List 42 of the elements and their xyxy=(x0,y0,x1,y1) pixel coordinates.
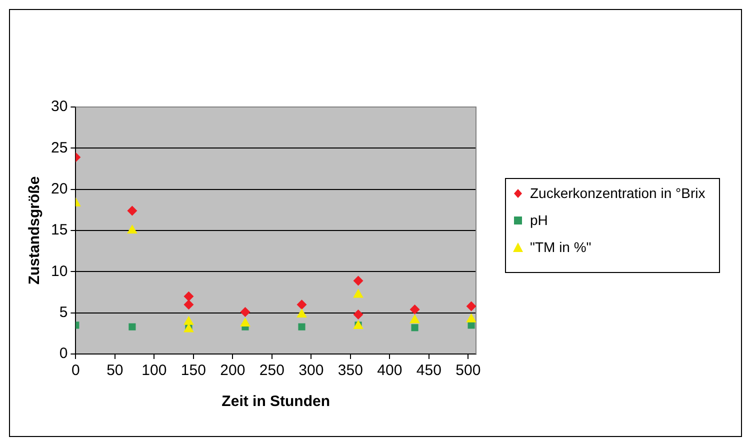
legend-label: pH xyxy=(530,212,548,229)
point xyxy=(127,206,138,216)
point xyxy=(296,308,307,318)
x-tick-label: 350 xyxy=(338,362,363,380)
point xyxy=(128,323,136,330)
point xyxy=(411,324,418,332)
x-tick-label: 450 xyxy=(416,362,442,380)
point xyxy=(296,300,307,310)
x-tick-label: 50 xyxy=(106,362,124,380)
x-tick-label: 500 xyxy=(456,362,481,380)
x-axis-title: Zeit in Stunden xyxy=(222,393,330,410)
point xyxy=(184,291,194,302)
legend-label: "TM in %" xyxy=(530,239,592,256)
point xyxy=(240,318,250,327)
point xyxy=(298,323,306,330)
y-tick-label: 10 xyxy=(50,262,68,280)
y-tick-label: 15 xyxy=(50,222,68,239)
y-tick-label: 0 xyxy=(59,345,68,362)
x-tick-label: 150 xyxy=(180,362,206,380)
y-tick-label: 5 xyxy=(59,304,68,321)
point xyxy=(184,316,194,325)
y-tick-label: 30 xyxy=(50,98,68,116)
x-tick-label: 0 xyxy=(72,362,80,380)
x-tick-label: 100 xyxy=(142,362,167,380)
point xyxy=(466,313,476,322)
point xyxy=(353,276,364,286)
x-tick-label: 300 xyxy=(298,362,324,380)
point xyxy=(466,301,476,312)
y-tick-label: 20 xyxy=(50,180,68,198)
x-tick-label: 200 xyxy=(220,362,246,380)
legend-label: Zuckerkonzentration in °Brix xyxy=(530,185,706,202)
point xyxy=(184,300,194,310)
point xyxy=(410,314,420,324)
y-tick-label: 25 xyxy=(50,139,68,156)
point xyxy=(127,224,138,234)
point xyxy=(353,288,364,298)
point xyxy=(353,309,364,320)
y-axis-title: Zustandsgröße xyxy=(26,176,44,285)
x-tick-label: 400 xyxy=(377,362,402,380)
x-tick-label: 250 xyxy=(259,362,284,380)
point xyxy=(410,304,420,315)
point xyxy=(240,307,250,318)
